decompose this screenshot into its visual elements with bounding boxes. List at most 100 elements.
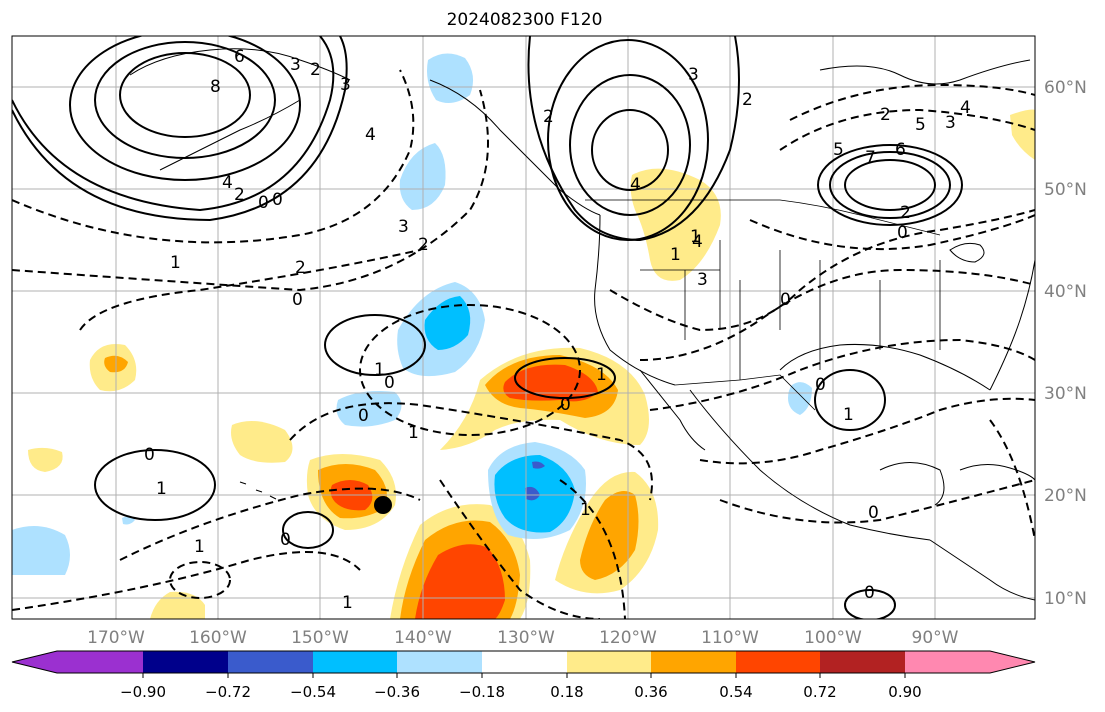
chart-title: 2024082300 F120 <box>446 10 603 30</box>
colorbar-tick-label: 0.18 <box>550 683 583 701</box>
contour-label: 0 <box>868 503 879 523</box>
fill-yellow-9 <box>630 168 721 281</box>
colorbar-segment <box>313 651 397 673</box>
colorbar-segment <box>482 651 567 673</box>
colorbar-segment <box>567 651 651 673</box>
hudson <box>819 59 1031 85</box>
contour-label: 6 <box>895 140 906 160</box>
canada-coast <box>429 79 601 216</box>
latitude-labels: 60°N 50°N 40°N 30°N 20°N 10°N <box>1044 78 1087 609</box>
map-area: 6 8 3 2 4 2 0 0 1 2 0 3 2 4 3 2 4 3 2 5 … <box>12 36 1035 619</box>
contour-label: 7 <box>865 148 876 168</box>
colorbar-tick-label: 0.36 <box>634 683 667 701</box>
lat-label: 30°N <box>1044 384 1087 404</box>
contour-label: 2 <box>742 90 753 110</box>
fill-lightblue-6 <box>12 526 70 575</box>
contour-label: 3 <box>945 113 956 133</box>
contour-label: 2 <box>900 203 911 223</box>
contour-label: 4 <box>692 232 703 252</box>
lon-label: 110°W <box>701 628 759 648</box>
contour-label: 2 <box>418 235 429 255</box>
colorbar: −0.90 −0.72 −0.54 −0.36 −0.18 0.18 0.36 … <box>11 650 1036 701</box>
fill-red-2 <box>503 364 598 402</box>
contour-label: 1 <box>156 479 167 499</box>
contour-label: 0 <box>144 445 155 465</box>
contour-label: 0 <box>864 583 875 603</box>
colorbar-segment <box>228 651 313 673</box>
contour-label: 0 <box>815 375 826 395</box>
contour-label: 6 <box>234 47 245 67</box>
lon-label: 90°W <box>912 628 959 648</box>
alaska-coast <box>129 48 351 81</box>
contour-label: 2 <box>310 60 321 80</box>
border-us-mexico <box>674 374 816 411</box>
colorbar-segment <box>12 651 143 673</box>
graticule <box>12 36 1035 619</box>
contour-label: 0 <box>258 193 269 213</box>
contour-label: 1 <box>580 500 591 520</box>
contour-label: 3 <box>697 270 708 290</box>
contour-label: 1 <box>342 593 353 613</box>
contour-label: 4 <box>630 175 641 195</box>
coastlines <box>129 48 1035 601</box>
contour-label: 2 <box>295 258 306 278</box>
baja <box>639 369 706 451</box>
fill-yellow-3 <box>231 421 293 463</box>
lon-label: 130°W <box>497 628 555 648</box>
contour-label: 5 <box>833 140 844 160</box>
lon-label: 140°W <box>394 628 452 648</box>
lon-label: 170°W <box>87 628 145 648</box>
colorbar-outline <box>11 650 1036 674</box>
contour-label: 3 <box>340 75 351 95</box>
great-lakes <box>949 242 985 263</box>
contour-label: 2 <box>880 105 891 125</box>
colorbar-tick-label: 0.72 <box>803 683 836 701</box>
colorbar-segment <box>651 651 736 673</box>
map-frame <box>11 35 1036 620</box>
contour-label: 4 <box>365 125 376 145</box>
lat-label: 40°N <box>1044 282 1087 302</box>
contour-label: 0 <box>272 190 283 210</box>
colorbar-tick-label: −0.54 <box>290 683 336 701</box>
colorbar-segment <box>820 651 905 673</box>
state-lines <box>640 240 941 380</box>
colorbar-tick-label: −0.90 <box>120 683 166 701</box>
fill-lightblue-1 <box>427 53 474 104</box>
contour-label: 0 <box>384 373 395 393</box>
lat-label: 20°N <box>1044 486 1087 506</box>
contour-label: 1 <box>670 245 681 265</box>
contour-label: 3 <box>688 65 699 85</box>
fill-blue-3 <box>532 461 545 469</box>
mexico-west <box>689 389 931 541</box>
fill-blue-4 <box>525 486 540 501</box>
colorbar-tick-label: −0.18 <box>459 683 505 701</box>
contour-label: 1 <box>596 365 607 385</box>
fill-lightblue-4 <box>336 391 402 427</box>
contour-label: 0 <box>780 290 791 310</box>
contour-label: 2 <box>234 185 245 205</box>
fill-red-3 <box>415 544 505 619</box>
lat-label: 60°N <box>1044 78 1087 98</box>
contour-label: 1 <box>408 423 419 443</box>
contour-label: 4 <box>960 98 971 118</box>
central-america <box>929 539 1035 601</box>
fill-yellow-10 <box>1010 109 1035 160</box>
longitude-labels: 170°W 160°W 150°W 140°W 130°W 120°W 110°… <box>87 628 959 648</box>
lon-label: 120°W <box>599 628 657 648</box>
contour-label: 8 <box>210 77 221 97</box>
contours-dashed <box>12 69 1035 619</box>
storm-center-marker <box>374 496 392 514</box>
contour-label: 4 <box>222 173 233 193</box>
hawaii <box>239 481 277 500</box>
fill-lightblue-7 <box>122 516 135 525</box>
contours-solid <box>12 36 963 619</box>
us-east-coast <box>989 259 1035 391</box>
contour-label: 1 <box>194 537 205 557</box>
contour-label: 1 <box>690 227 701 247</box>
fill-blue-1 <box>424 296 471 350</box>
cuba <box>959 464 1035 481</box>
contour-label: 1 <box>374 360 385 380</box>
contour-label: 1 <box>170 253 181 273</box>
colorbar-tick-label: −0.72 <box>205 683 251 701</box>
